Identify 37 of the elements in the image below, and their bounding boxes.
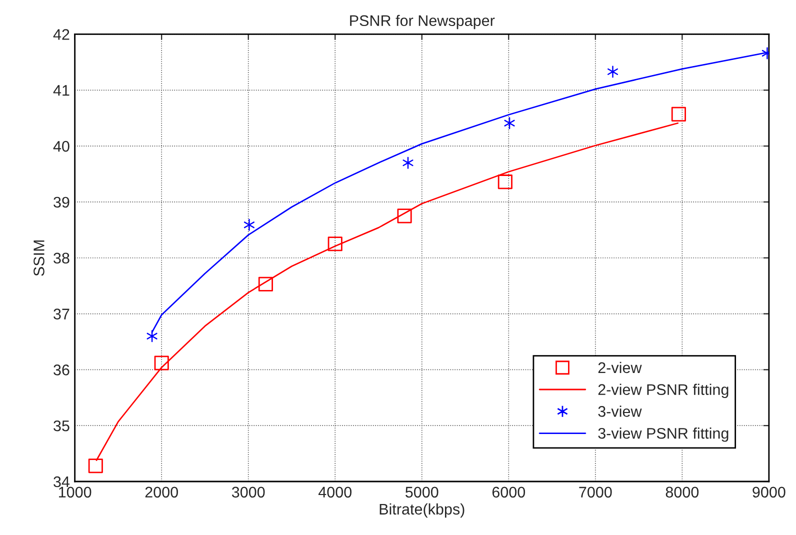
- y-tick-label: 34: [54, 476, 70, 488]
- y-tick-label: 37: [54, 308, 70, 320]
- point: [258, 276, 273, 292]
- y-tick-label: 35: [54, 420, 70, 432]
- legend-label: 3-view PSNR fitting: [598, 428, 728, 442]
- legend-label: 2-view: [598, 362, 642, 374]
- point: [397, 208, 412, 224]
- x-tick-label: 2000: [145, 486, 178, 498]
- point: [671, 106, 686, 122]
- x-axis-title: Bitrate(kbps): [380, 503, 464, 518]
- x-tick-label: 3000: [232, 486, 265, 498]
- y-tick-label: 42: [53, 29, 70, 40]
- point: [328, 236, 342, 252]
- x-tick-label: 4000: [318, 486, 352, 498]
- y-tick-label: 40: [53, 140, 70, 152]
- x-tick-label: 5000: [406, 486, 438, 498]
- point: [402, 156, 414, 169]
- y-tick-label: 41: [53, 85, 70, 96]
- x-tick-label: 1000: [58, 486, 92, 498]
- point: [607, 66, 618, 78]
- point: [154, 356, 169, 370]
- x-tick-label: 8000: [666, 486, 699, 498]
- y-tick-label: 39: [54, 196, 70, 208]
- legend-label: 2-view PSNR fitting: [598, 384, 728, 398]
- point: [498, 174, 512, 190]
- x-tick-label: 9000: [752, 486, 786, 498]
- point: [146, 330, 158, 342]
- y-axis-title: SSIM: [34, 240, 44, 276]
- point: [88, 458, 103, 474]
- x-tick-label: 7000: [579, 486, 612, 498]
- y-tick-label: 38: [54, 252, 70, 264]
- x-tick-label: 6000: [492, 486, 526, 498]
- point: [244, 218, 255, 231]
- legend-label: 3-view: [598, 406, 642, 417]
- y-tick-label: 36: [54, 364, 70, 376]
- point: [504, 117, 515, 130]
- chart-title: PSNR for Newspaper: [350, 14, 495, 30]
